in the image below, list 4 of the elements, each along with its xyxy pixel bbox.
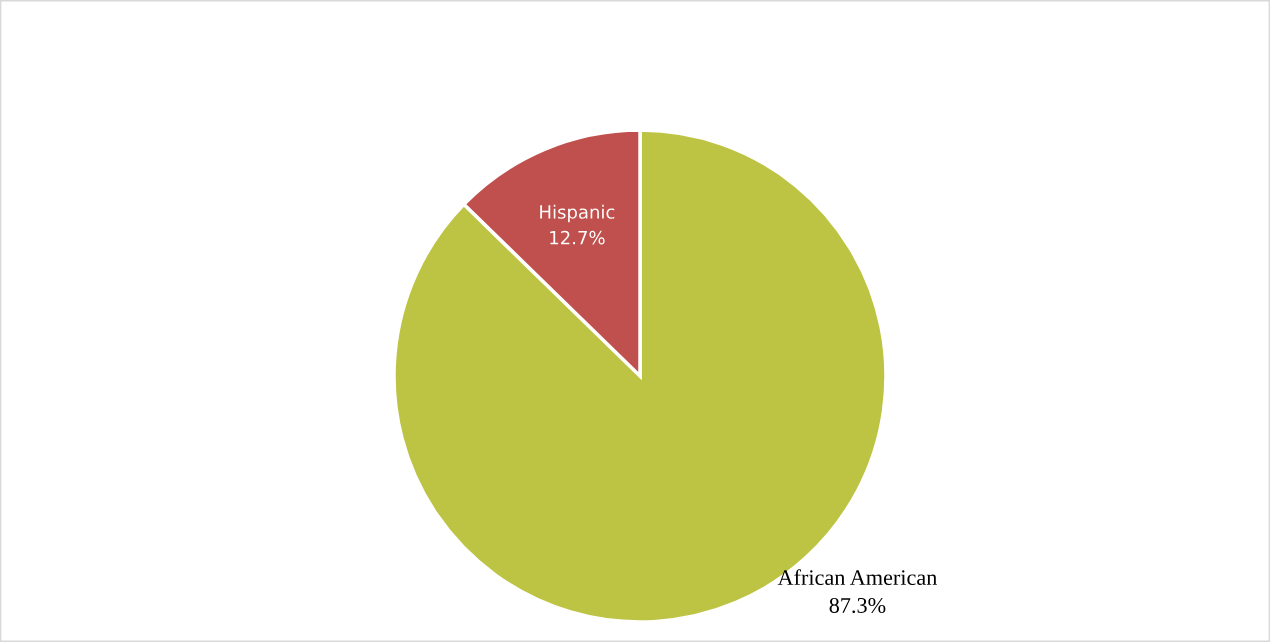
data-label: 12.7% (550, 230, 605, 245)
slice-label: Hispanic (540, 204, 615, 223)
data-label: 87.3% (829, 597, 886, 614)
slice-label: African American (777, 569, 937, 586)
